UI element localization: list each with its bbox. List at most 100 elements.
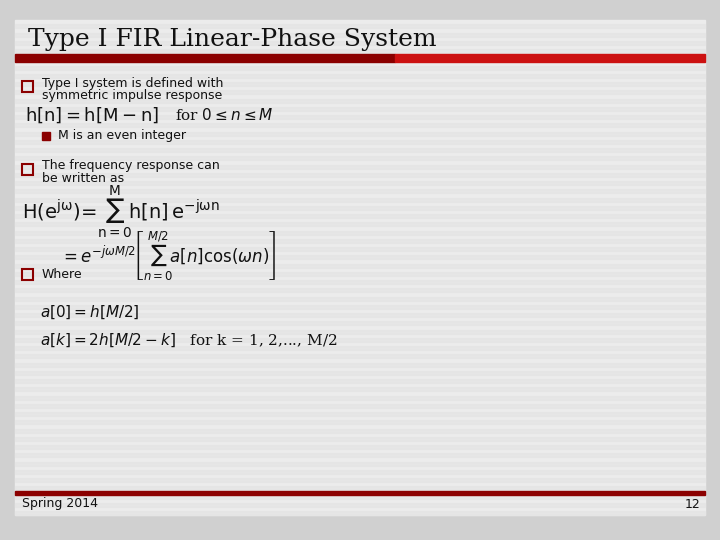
Bar [15, 362, 705, 367]
Bar [15, 74, 705, 78]
Bar [15, 181, 705, 185]
Text: 3: 3 [431, 188, 434, 193]
Bar [15, 255, 705, 259]
Text: 1: 1 [431, 434, 434, 439]
Text: $3\pi$: $3\pi$ [678, 467, 687, 475]
Bar [15, 57, 705, 61]
Text: $\angle H$: $\angle H$ [408, 308, 417, 321]
Text: $\mathsf{H(e^{j\omega})\!=\!\sum_{n=0}^{M}\!h[n]\,e^{-j\omega n}}$: $\mathsf{H(e^{j\omega})\!=\!\sum_{n=0}^{… [22, 184, 220, 240]
Text: (a): (a) [556, 269, 564, 274]
Bar [15, 148, 705, 152]
Bar [15, 313, 705, 317]
Bar [15, 305, 705, 309]
Bar [15, 338, 705, 342]
Text: $a[k]=2h[M/2-k]$   for k = 1, 2,..., M/2: $a[k]=2h[M/2-k]$ for k = 1, 2,..., M/2 [40, 332, 338, 349]
Bar [15, 165, 705, 168]
Text: Where: Where [42, 267, 83, 280]
Text: Center of
symmetry: Center of symmetry [549, 58, 630, 71]
Bar [15, 54, 395, 62]
Bar [15, 206, 705, 210]
Text: Radian frequency (ω): Radian frequency (ω) [526, 477, 594, 482]
Text: $\frac{\pi}{2}$: $\frac{\pi}{2}$ [477, 467, 481, 477]
Text: The frequency response can: The frequency response can [42, 159, 220, 172]
Text: $\frac{3\pi}{2}$: $\frac{3\pi}{2}$ [557, 323, 564, 335]
Bar [15, 189, 705, 193]
Bar [15, 429, 705, 433]
Text: 2: 2 [431, 206, 434, 211]
Bar [15, 462, 705, 465]
Bar [15, 214, 705, 218]
Bar [15, 98, 705, 103]
Bar [15, 445, 705, 449]
Bar [15, 387, 705, 392]
Text: for $0 \leq n \leq M$: for $0 \leq n \leq M$ [175, 107, 274, 123]
Text: $\frac{3\pi}{2}$: $\frac{3\pi}{2}$ [557, 467, 564, 478]
Bar [15, 491, 705, 495]
Bar [15, 288, 705, 292]
Bar [15, 90, 705, 94]
Text: (b): (b) [556, 347, 564, 352]
Text: Spring 2014: Spring 2014 [22, 497, 98, 510]
Text: be written as: be written as [42, 172, 124, 186]
Bar [15, 107, 705, 111]
Bar [15, 123, 705, 127]
Bar [15, 395, 705, 400]
Text: $\pi$: $\pi$ [516, 323, 523, 330]
Bar [15, 231, 705, 234]
Bar [15, 296, 705, 300]
Text: $2\pi$: $2\pi$ [596, 323, 606, 332]
Bar [22, 269, 33, 280]
Text: 12: 12 [684, 497, 700, 510]
Bar [15, 32, 705, 37]
Text: 2: 2 [431, 412, 434, 417]
Text: 1: 1 [431, 223, 434, 228]
Text: $3\pi$: $3\pi$ [677, 252, 688, 261]
Bar [15, 511, 705, 515]
Text: $\mathsf{h[n] = h[M-n]}$: $\mathsf{h[n] = h[M-n]}$ [25, 105, 159, 125]
Bar [15, 222, 705, 226]
Text: $M=4$: $M=4$ [578, 143, 602, 154]
Bar [15, 247, 705, 251]
Text: $\frac{M}{2}$: $\frac{M}{2}$ [540, 147, 548, 164]
Text: $-\pi$: $-\pi$ [420, 346, 432, 353]
Bar [15, 379, 705, 383]
Text: $\omega$: $\omega$ [698, 252, 706, 261]
Text: Radian frequency (ω): Radian frequency (ω) [526, 261, 594, 266]
Text: (c): (c) [556, 488, 564, 493]
Bar [15, 346, 705, 350]
Bar [15, 115, 705, 119]
Bar [15, 272, 705, 276]
Bar [15, 371, 705, 375]
Bar [15, 437, 705, 441]
Bar [15, 420, 705, 424]
Text: Radian frequency (ω): Radian frequency (ω) [526, 338, 594, 343]
Bar [15, 503, 705, 507]
Text: M is an even integer: M is an even integer [58, 130, 186, 143]
Bar [15, 329, 705, 334]
Bar [15, 156, 705, 160]
Text: $\pi$: $\pi$ [516, 252, 523, 260]
Bar [15, 412, 705, 416]
Text: 0: 0 [436, 252, 441, 258]
Bar [15, 49, 705, 53]
Text: 3: 3 [431, 389, 434, 395]
Bar [15, 354, 705, 358]
Text: 1: 1 [428, 106, 433, 115]
Bar [15, 65, 705, 70]
Text: Amplitude: Amplitude [415, 184, 420, 216]
Text: $\pi$: $\pi$ [516, 467, 523, 474]
Bar [15, 404, 705, 408]
Bar [395, 54, 705, 62]
Bar [22, 81, 33, 92]
Text: $\omega$: $\omega$ [698, 467, 706, 475]
Bar [15, 40, 705, 45]
Bar [15, 495, 705, 498]
Bar [15, 264, 705, 267]
Bar [15, 173, 705, 177]
Bar [42, 132, 50, 140]
Bar [15, 82, 705, 86]
Bar [15, 198, 705, 201]
Bar [15, 280, 705, 284]
Bar [15, 470, 705, 474]
Text: symmetric impulse response: symmetric impulse response [42, 90, 222, 103]
